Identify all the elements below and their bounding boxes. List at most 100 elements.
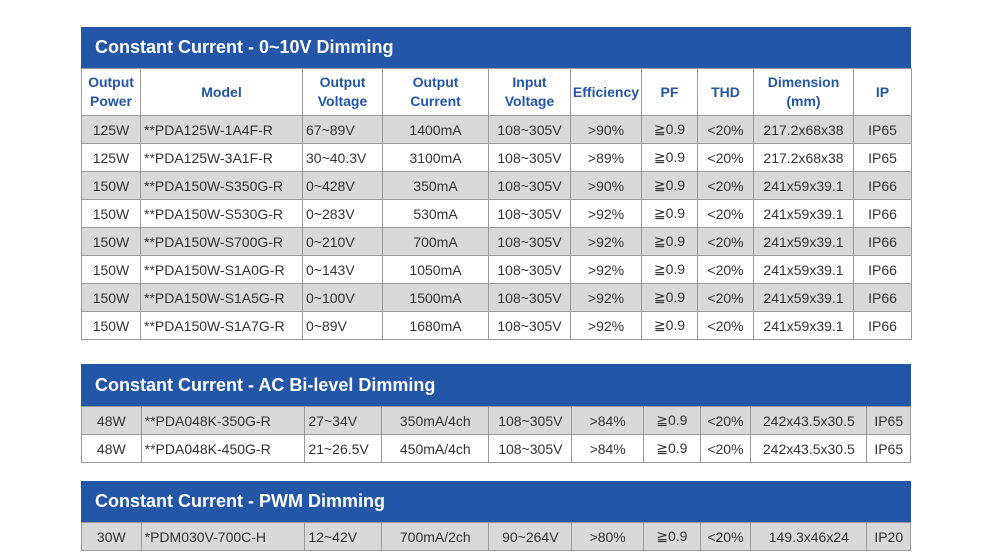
cell-model: **PDA150W-S350G-R: [140, 171, 303, 200]
cell-thd: <20%: [697, 283, 754, 312]
cell-thd: <20%: [697, 255, 754, 284]
cell-efficiency: >92%: [570, 227, 642, 256]
cell-model: **PDA150W-S700G-R: [140, 227, 303, 256]
cell-dimension: 241x59x39.1: [753, 311, 854, 340]
cell-output-current: 1050mA: [382, 255, 489, 284]
cell-output-power: 150W: [81, 199, 141, 228]
cell-output-power: 150W: [81, 227, 141, 256]
cell-output-current: 1400mA: [382, 115, 489, 144]
cell-pf: ≧0.9: [641, 255, 698, 284]
cell-thd: <20%: [697, 115, 754, 144]
cell-input-voltage: 90~264V: [488, 522, 573, 551]
cell-ip: IP65: [853, 143, 912, 172]
cell-input-voltage: 108~305V: [488, 143, 571, 172]
section-pwm-dimming: Constant Current - PWM Dimming 30W *PDM03…: [81, 481, 911, 551]
cell-ip: IP20: [866, 522, 911, 551]
cell-output-voltage: 0~210V: [302, 227, 383, 256]
cell-pf: ≧0.9: [643, 522, 701, 551]
cell-thd: <20%: [697, 227, 754, 256]
cell-efficiency: >90%: [570, 171, 642, 200]
cell-output-current: 1680mA: [382, 311, 489, 340]
cell-dimension: 241x59x39.1: [753, 171, 854, 200]
section-0-10v-dimming: Constant Current - 0~10V Dimming Output P…: [81, 27, 912, 340]
table-row: 48W **PDA048K-350G-R 27~34V 350mA/4ch 108~30…: [81, 406, 911, 435]
cell-efficiency: >84%: [571, 434, 645, 463]
cell-output-voltage: 30~40.3V: [302, 143, 383, 172]
cell-output-voltage: 0~283V: [302, 199, 383, 228]
cell-ip: IP65: [853, 115, 912, 144]
cell-output-power: 150W: [81, 255, 141, 284]
cell-output-current: 3100mA: [382, 143, 489, 172]
cell-pf: ≧0.9: [641, 311, 698, 340]
cell-efficiency: >84%: [571, 406, 645, 435]
cell-output-power: 150W: [81, 171, 141, 200]
cell-model: *PDM030V-700C-H: [140, 522, 306, 551]
cell-output-voltage: 21~26.5V: [304, 434, 383, 463]
cell-ip: IP66: [853, 171, 912, 200]
cell-dimension: 241x59x39.1: [753, 283, 854, 312]
header-dimension: Dimension (mm): [753, 68, 854, 116]
cell-output-power: 30W: [81, 522, 142, 551]
cell-dimension: 242x43.5x30.5: [750, 406, 868, 435]
header-efficiency: Efficiency: [570, 68, 642, 116]
cell-efficiency: >90%: [570, 115, 642, 144]
section-title: Constant Current - 0~10V Dimming: [81, 27, 911, 68]
cell-pf: ≧0.9: [641, 227, 698, 256]
spec-table: 48W **PDA048K-350G-R 27~34V 350mA/4ch 108~30…: [81, 406, 911, 463]
cell-output-power: 48W: [81, 434, 142, 463]
table-row: 150W **PDA150W-S700G-R 0~210V 700mA 108~305V…: [81, 227, 912, 256]
cell-pf: ≧0.9: [641, 115, 698, 144]
cell-output-voltage: 0~428V: [302, 171, 383, 200]
cell-dimension: 241x59x39.1: [753, 227, 854, 256]
cell-input-voltage: 108~305V: [488, 199, 571, 228]
cell-efficiency: >80%: [571, 522, 645, 551]
cell-pf: ≧0.9: [641, 283, 698, 312]
cell-ip: IP66: [853, 311, 912, 340]
cell-input-voltage: 108~305V: [488, 255, 571, 284]
cell-output-current: 700mA/2ch: [381, 522, 490, 551]
cell-thd: <20%: [697, 311, 754, 340]
cell-input-voltage: 108~305V: [488, 434, 573, 463]
cell-dimension: 242x43.5x30.5: [750, 434, 868, 463]
table-row: 150W **PDA150W-S1A0G-R 0~143V 1050mA 108~305…: [81, 255, 912, 284]
header-output-voltage: Output Voltage: [302, 68, 383, 116]
table-row: 30W *PDM030V-700C-H 12~42V 700mA/2ch 90~264V…: [81, 522, 911, 551]
table-row: 48W **PDA048K-450G-R 21~26.5V 450mA/4ch 108~…: [81, 434, 911, 463]
cell-thd: <20%: [697, 143, 754, 172]
cell-output-power: 48W: [81, 406, 142, 435]
cell-output-voltage: 0~89V: [302, 311, 383, 340]
cell-efficiency: >92%: [570, 283, 642, 312]
table-row: 150W **PDA150W-S530G-R 0~283V 530mA 108~305V…: [81, 199, 912, 228]
cell-efficiency: >89%: [570, 143, 642, 172]
cell-output-current: 530mA: [382, 199, 489, 228]
table-row: 150W **PDA150W-S350G-R 0~428V 350mA 108~305V…: [81, 171, 912, 200]
cell-thd: <20%: [697, 199, 754, 228]
cell-input-voltage: 108~305V: [488, 115, 571, 144]
cell-ip: IP66: [853, 255, 912, 284]
cell-thd: <20%: [699, 406, 752, 435]
header-thd: THD: [697, 68, 754, 116]
cell-efficiency: >92%: [570, 311, 642, 340]
cell-model: **PDA150W-S530G-R: [140, 199, 303, 228]
cell-output-current: 1500mA: [382, 283, 489, 312]
table-row: 150W **PDA150W-S1A7G-R 0~89V 1680mA 108~305V…: [81, 311, 912, 340]
cell-model: **PDA048K-450G-R: [140, 434, 306, 463]
cell-ip: IP66: [853, 199, 912, 228]
cell-output-voltage: 67~89V: [302, 115, 383, 144]
cell-efficiency: >92%: [570, 199, 642, 228]
table-row: 150W **PDA150W-S1A5G-R 0~100V 1500mA 108~305…: [81, 283, 912, 312]
header-pf: PF: [641, 68, 698, 116]
cell-output-power: 125W: [81, 143, 141, 172]
cell-output-current: 350mA: [382, 171, 489, 200]
cell-input-voltage: 108~305V: [488, 406, 573, 435]
header-ip: IP: [853, 68, 912, 116]
cell-output-voltage: 12~42V: [304, 522, 383, 551]
spec-table: Output Power Model Output Voltage Output Cu…: [81, 68, 912, 340]
cell-input-voltage: 108~305V: [488, 171, 571, 200]
cell-model: **PDA150W-S1A5G-R: [140, 283, 303, 312]
cell-input-voltage: 108~305V: [488, 227, 571, 256]
cell-dimension: 149.3x46x24: [750, 522, 868, 551]
cell-output-current: 450mA/4ch: [381, 434, 490, 463]
cell-output-power: 125W: [81, 115, 141, 144]
header-input-voltage: Input Voltage: [488, 68, 571, 116]
